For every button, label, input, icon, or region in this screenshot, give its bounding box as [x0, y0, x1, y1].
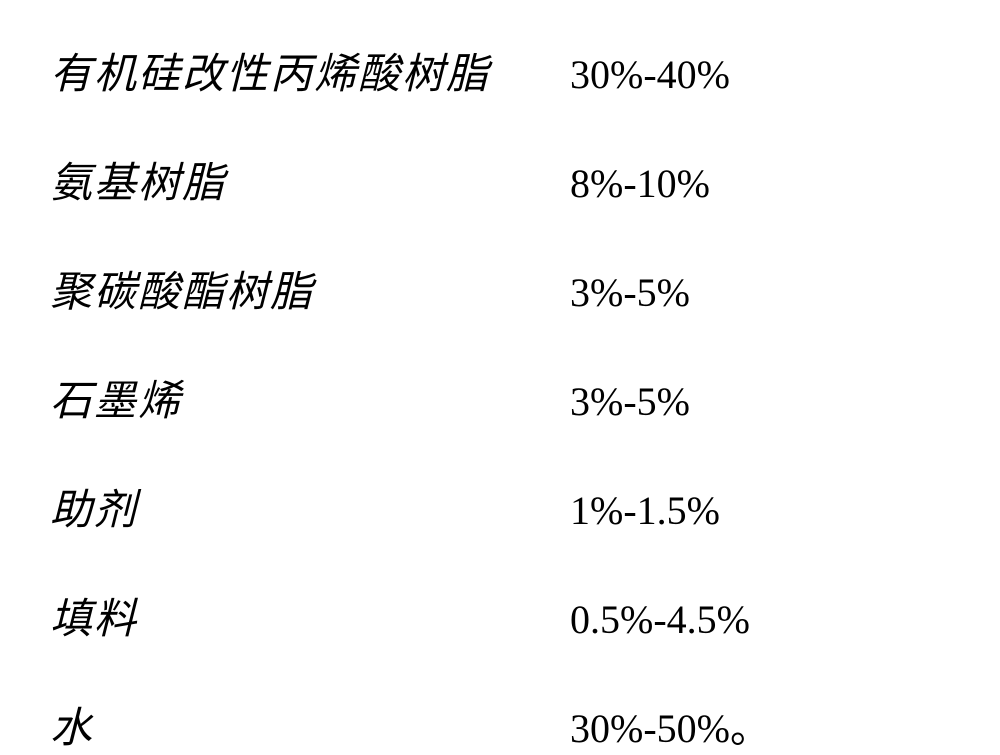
- ingredient-range: 0.5%-4.5%: [570, 596, 750, 643]
- composition-table: 有机硅改性丙烯酸树脂 30%-40% 氨基树脂 8%-10% 聚碳酸酯树脂 3%…: [50, 40, 950, 755]
- ingredient-range: 30%-50%。: [570, 696, 770, 754]
- ingredient-range: 1%-1.5%: [570, 487, 720, 534]
- ingredient-name: 水: [50, 694, 570, 755]
- ingredient-name: 氨基树脂: [50, 149, 570, 210]
- ingredient-name: 有机硅改性丙烯酸树脂: [50, 40, 570, 101]
- ingredient-name: 助剂: [50, 476, 570, 537]
- ingredient-range: 3%-5%: [570, 378, 690, 425]
- table-row: 石墨烯 3%-5%: [50, 367, 950, 428]
- ingredient-range: 3%-5%: [570, 269, 690, 316]
- table-row: 聚碳酸酯树脂 3%-5%: [50, 258, 950, 319]
- table-row: 氨基树脂 8%-10%: [50, 149, 950, 210]
- ingredient-range: 8%-10%: [570, 160, 710, 207]
- table-row: 填料 0.5%-4.5%: [50, 585, 950, 646]
- table-row: 助剂 1%-1.5%: [50, 476, 950, 537]
- table-row: 水 30%-50%。: [50, 694, 950, 755]
- ingredient-range: 30%-40%: [570, 51, 730, 98]
- ingredient-name: 填料: [50, 585, 570, 646]
- ingredient-name: 聚碳酸酯树脂: [50, 258, 570, 319]
- ingredient-name: 石墨烯: [50, 367, 570, 428]
- table-row: 有机硅改性丙烯酸树脂 30%-40%: [50, 40, 950, 101]
